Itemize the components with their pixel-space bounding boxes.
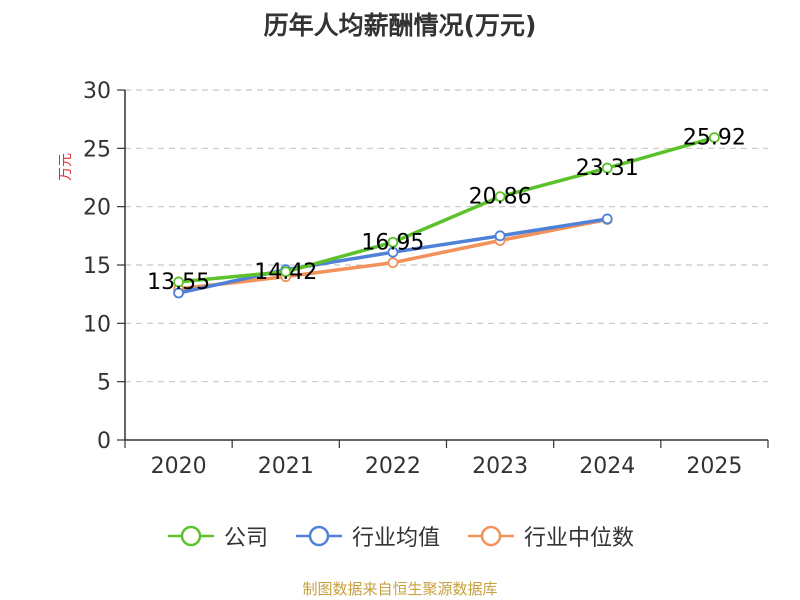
y-tick-label: 5: [97, 371, 111, 396]
data-point: [387, 236, 399, 248]
chart-title: 历年人均薪酬情况(万元): [263, 11, 537, 40]
data-point: [494, 230, 506, 242]
series-lines: [173, 132, 720, 299]
data-point: [387, 246, 399, 258]
grid-lines: [125, 89, 768, 383]
data-point: [387, 257, 399, 269]
legend-item-industry-mean[interactable]: 行业均值: [294, 520, 440, 552]
data-label: 16.95: [361, 230, 424, 255]
legend-marker-company-icon: [167, 525, 214, 547]
data-label: 25.92: [683, 126, 746, 151]
x-tick-label: 2021: [258, 454, 314, 479]
x-tick-label: 2024: [579, 454, 635, 479]
x-tick-label: 2023: [472, 454, 528, 479]
y-tick-label: 15: [83, 254, 111, 279]
y-tick-label: 0: [97, 429, 111, 454]
legend-marker-industry-median-icon: [468, 525, 514, 547]
data-label: 20.86: [469, 185, 532, 210]
y-tick-label: 20: [83, 196, 111, 221]
y-tick-label: 25: [83, 137, 111, 162]
x-tick-label: 2022: [365, 454, 421, 479]
legend-item-company[interactable]: 公司: [166, 520, 268, 552]
series-line: [178, 135, 715, 284]
legend-label-industry-median: 行业中位数: [524, 526, 635, 551]
legend: 公司 行业均值 行业中位数: [0, 518, 800, 554]
data-labels: 13.55 14.42 16.95 20.86 23.31 25.92: [147, 126, 746, 295]
y-axis-label: 万元: [58, 153, 74, 181]
legend-item-industry-median[interactable]: 行业中位数: [466, 520, 634, 552]
y-tick-label: 30: [83, 79, 111, 104]
data-point: [601, 213, 613, 225]
data-point: [709, 132, 720, 144]
x-tick-label: 2025: [686, 454, 742, 479]
x-tick-label: 2020: [151, 454, 207, 479]
data-label: 14.42: [254, 260, 317, 285]
data-point: [494, 191, 506, 203]
y-tick-label: 10: [83, 312, 111, 337]
legend-label-company: 公司: [223, 526, 268, 551]
data-label: 13.55: [147, 270, 210, 295]
source-note: 制图数据来自恒生聚源数据库: [302, 580, 498, 598]
data-label: 23.31: [576, 156, 639, 181]
data-point: [173, 287, 184, 299]
data-point: [280, 266, 292, 278]
legend-marker-industry-mean-icon: [295, 525, 342, 547]
legend-label-industry-mean: 行业均值: [351, 526, 440, 551]
data-point: [173, 276, 184, 288]
data-point: [601, 162, 613, 174]
